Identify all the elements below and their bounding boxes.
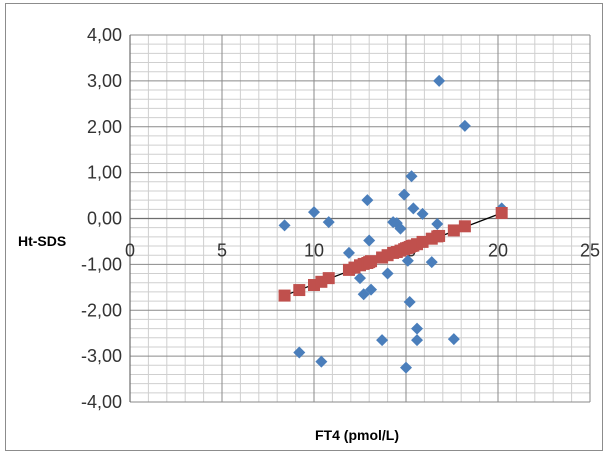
diamond-point [361,194,374,207]
diamond-point [458,119,471,132]
diamond-point [394,222,407,235]
diamond-point [315,355,328,368]
diamond-point [293,346,306,359]
y-tick-label: 0,00 [87,209,122,229]
series-square-points [278,206,508,302]
diamond-point [447,333,460,346]
diamond-point [411,334,424,347]
diamond-point [365,283,378,296]
y-tick-label: -2,00 [81,300,122,320]
diamond-point [376,334,389,347]
diamond-point [381,267,394,280]
square-point [433,229,446,242]
x-tick-label: 0 [125,241,135,261]
diamond-point [431,218,444,231]
axes [129,35,590,402]
diamond-point [342,246,355,259]
square-point [322,272,335,285]
y-tick-label: -3,00 [81,346,122,366]
diamond-point [400,361,412,374]
square-point [447,224,460,237]
diamond-point [308,206,320,219]
y-tick-label: -1,00 [81,254,122,274]
diamond-point [401,254,414,267]
diamond-point [278,219,291,232]
y-tick-label: 4,00 [87,25,122,45]
diamond-point [403,295,416,308]
square-point [278,289,291,302]
y-tick-label: 3,00 [87,71,122,91]
diamond-point [354,272,366,285]
square-point [416,235,429,248]
x-tick-label: 20 [488,241,508,261]
y-tick-labels: 4,00 3,00 2,00 1,00 0,00 -1,00 -2,00 -3,00 -4,00 [81,25,122,412]
y-tick-label: -4,00 [81,392,122,412]
diamond-point [416,207,429,220]
y-tick-label: 1,00 [87,163,122,183]
diamond-point [425,256,438,269]
square-point [458,220,471,233]
y-axis-title: Ht-SDS [18,233,66,249]
diamond-point [433,74,446,87]
series-diamond-points [278,74,508,374]
x-axis-title: FT4 (pmol/L) [315,427,399,443]
diamond-point [322,216,335,229]
square-point [293,284,306,297]
square-point [495,206,508,219]
square-point [365,255,378,268]
diamond-point [405,170,418,183]
diamond-point [398,188,411,201]
diamond-point [407,202,420,215]
y-tick-label: 2,00 [87,117,122,137]
x-tick-label: 10 [304,241,324,261]
x-tick-label: 5 [217,241,227,261]
x-tick-label: 25 [580,241,600,261]
diamond-point [363,234,376,247]
chart-frame [5,3,603,451]
diamond-point [411,322,424,335]
